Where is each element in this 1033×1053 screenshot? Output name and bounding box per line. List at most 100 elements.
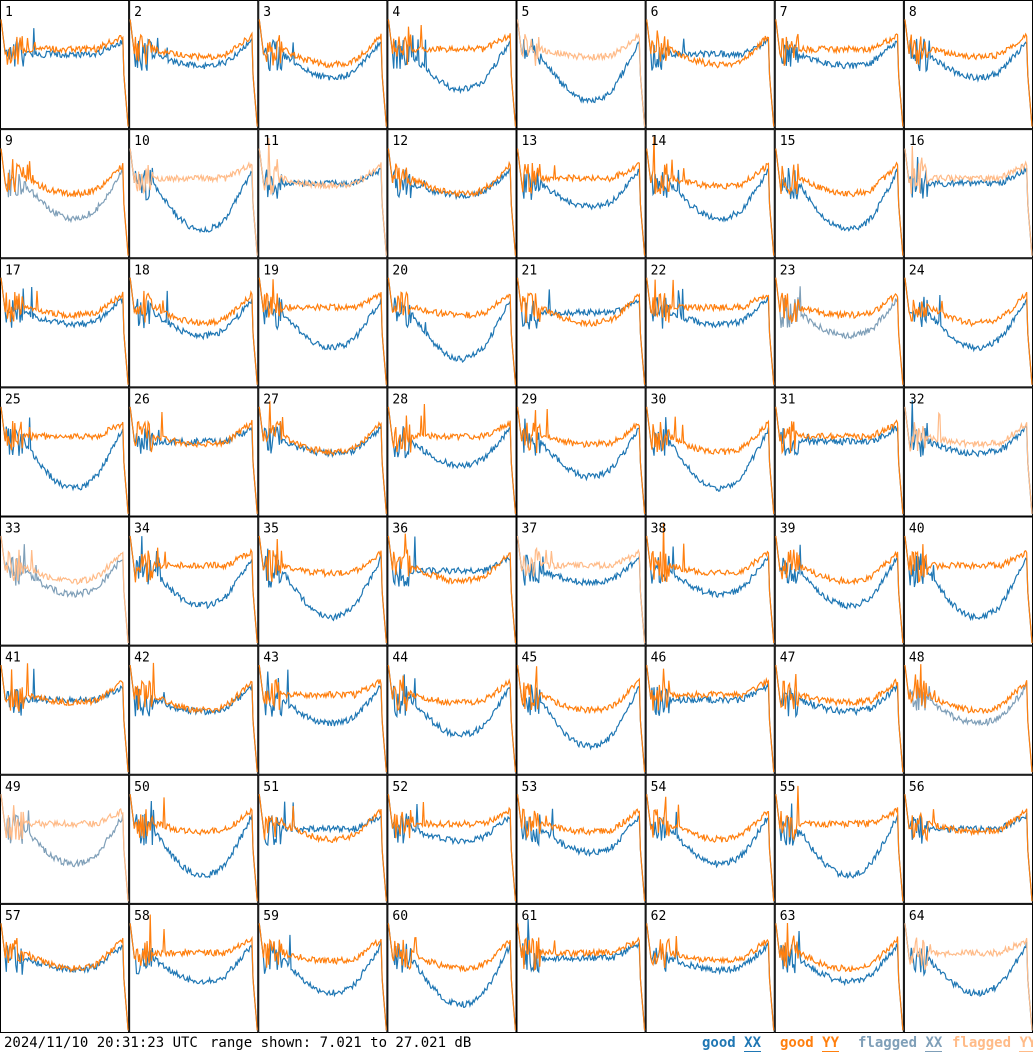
panel-61: 61 — [516, 903, 646, 1033]
series-xx-29 — [516, 406, 646, 514]
panel-label: 38 — [651, 522, 667, 537]
panel-frame — [387, 387, 517, 517]
series-xx-5 — [516, 19, 646, 127]
panel-64: 64 — [903, 903, 1033, 1033]
legend-good-yy-prefix: good — [780, 1035, 823, 1051]
panel-frame — [774, 774, 904, 904]
panel-frame — [258, 258, 388, 388]
series-yy-62 — [646, 923, 775, 1031]
panel-label: 28 — [392, 392, 408, 407]
series-xx-25 — [0, 406, 129, 514]
range-shown: range shown: 7.021 to 27.021 dB — [210, 1035, 472, 1051]
series-yy-45 — [516, 664, 646, 773]
panel-39: 39 — [774, 516, 904, 646]
legend-flagged-xx-label: XX — [925, 1035, 943, 1052]
panel-15: 15 — [774, 129, 904, 259]
series-yy-3 — [258, 19, 387, 127]
panel-label: 18 — [134, 263, 150, 278]
panel-label: 11 — [263, 134, 279, 149]
panel-10: 10 — [129, 129, 259, 259]
panel-48: 48 — [903, 645, 1033, 775]
panel-label: 15 — [780, 134, 796, 149]
series-xx-31 — [775, 406, 904, 514]
panel-3: 3 — [258, 0, 388, 130]
series-yy-39 — [775, 535, 904, 644]
legend-good-xx: good XX — [702, 1035, 762, 1052]
panel-17: 17 — [0, 258, 130, 388]
series-xx-59 — [258, 923, 387, 1031]
series-yy-5 — [516, 19, 646, 127]
series-xx-62 — [646, 923, 775, 1031]
panel-47: 47 — [774, 645, 904, 775]
series-xx-47 — [775, 664, 904, 773]
legend-flagged-xx-prefix: flagged — [858, 1035, 926, 1051]
series-xx-37 — [516, 535, 646, 644]
series-yy-23 — [775, 277, 904, 385]
series-yy-12 — [387, 148, 517, 256]
series-yy-61 — [516, 923, 646, 1031]
panel-frame — [516, 0, 646, 130]
panel-label: 50 — [134, 780, 150, 795]
series-yy-18 — [129, 277, 258, 385]
panel-label: 44 — [392, 651, 408, 666]
legend-good-yy-label: YY — [822, 1035, 840, 1052]
panel-label: 1 — [5, 5, 13, 20]
series-xx-50 — [129, 794, 258, 902]
panel-18: 18 — [129, 258, 259, 388]
panel-frame — [774, 903, 904, 1033]
panel-27: 27 — [258, 387, 388, 517]
series-xx-58 — [129, 923, 258, 1031]
series-xx-9 — [0, 148, 129, 256]
panel-label: 54 — [651, 780, 667, 795]
series-xx-7 — [775, 19, 904, 127]
legend-good-xx-label: XX — [744, 1035, 762, 1052]
series-yy-53 — [516, 794, 646, 902]
series-xx-19 — [258, 277, 387, 385]
panel-label: 48 — [909, 651, 925, 666]
panel-21: 21 — [516, 258, 646, 388]
panel-34: 34 — [129, 516, 259, 646]
panel-32: 32 — [903, 387, 1033, 517]
series-yy-46 — [646, 664, 775, 773]
series-yy-51 — [258, 794, 387, 902]
panel-frame — [129, 129, 259, 259]
series-xx-20 — [387, 277, 517, 385]
series-yy-32 — [904, 406, 1033, 514]
series-yy-59 — [258, 923, 387, 1031]
series-yy-8 — [904, 19, 1033, 127]
panel-58: 58 — [129, 903, 259, 1033]
series-yy-52 — [387, 794, 517, 902]
panel-label: 6 — [651, 5, 659, 20]
panel-28: 28 — [387, 387, 517, 517]
panel-36: 36 — [387, 516, 517, 646]
series-yy-56 — [904, 794, 1033, 902]
panel-4: 4 — [387, 0, 517, 130]
legend-flagged-xx: flagged XX — [858, 1035, 943, 1052]
panel-label: 13 — [522, 134, 538, 149]
series-xx-55 — [775, 794, 904, 902]
panel-16: 16 — [903, 129, 1033, 259]
panel-31: 31 — [774, 387, 904, 517]
panel-22: 22 — [645, 258, 775, 388]
series-yy-4 — [387, 19, 517, 127]
panel-label: 9 — [5, 134, 13, 149]
panel-62: 62 — [645, 903, 775, 1033]
panel-label: 12 — [392, 134, 408, 149]
series-xx-33 — [0, 535, 129, 644]
series-xx-45 — [516, 664, 646, 773]
series-yy-19 — [258, 277, 387, 385]
panel-8: 8 — [903, 0, 1033, 130]
panel-6: 6 — [645, 0, 775, 130]
series-yy-20 — [387, 277, 517, 385]
series-xx-48 — [904, 664, 1033, 773]
panel-label: 29 — [522, 392, 538, 407]
series-yy-40 — [904, 535, 1033, 644]
series-xx-24 — [904, 277, 1033, 385]
series-xx-60 — [387, 923, 517, 1031]
series-xx-18 — [129, 277, 258, 385]
series-yy-21 — [516, 277, 646, 385]
series-yy-9 — [0, 148, 129, 256]
series-yy-55 — [775, 785, 904, 902]
series-xx-22 — [646, 277, 775, 385]
panel-label: 57 — [5, 909, 21, 924]
